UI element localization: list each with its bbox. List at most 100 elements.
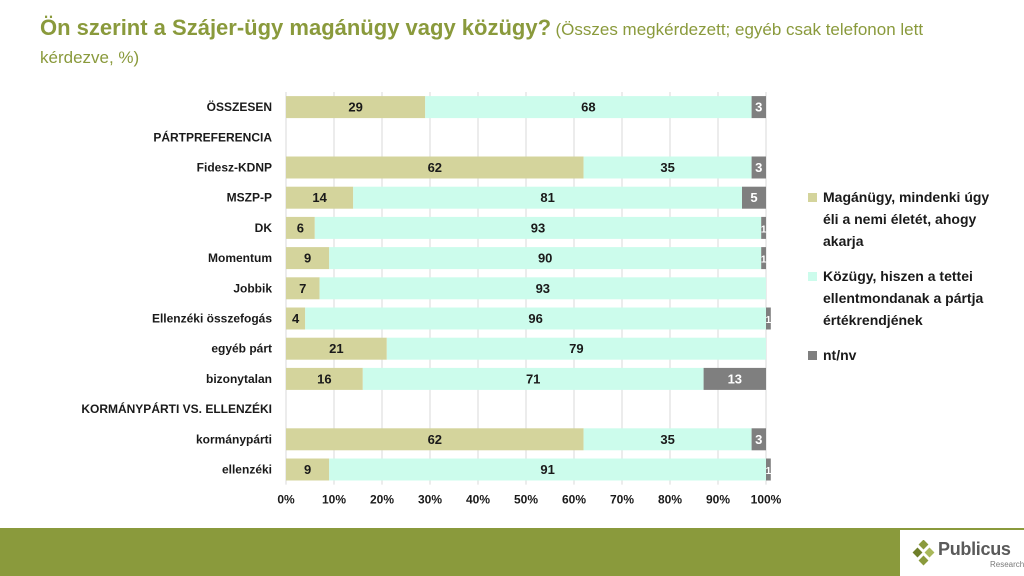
legend-item: Magánügy, mindenki úgy éli a nemi életét… (808, 186, 998, 252)
bar-segment (286, 367, 363, 390)
data-label: 9 (304, 462, 311, 477)
data-label: 13 (728, 371, 742, 386)
x-tick-label: 90% (706, 493, 730, 507)
data-label: 81 (540, 190, 554, 205)
x-tick-label: 40% (466, 493, 490, 507)
bar-segment (761, 216, 766, 239)
legend-label: nt/nv (823, 347, 857, 363)
data-label: 1 (766, 315, 772, 326)
legend-swatch (808, 272, 817, 281)
bar-segment (305, 307, 766, 330)
bar-segment (286, 96, 426, 119)
category-label: Jobbik (233, 281, 272, 295)
data-label: 90 (538, 251, 552, 266)
category-label: Momentum (208, 251, 272, 265)
data-label: 93 (536, 281, 550, 296)
data-label: 62 (428, 160, 442, 175)
category-label: PÁRTPREFERENCIA (153, 129, 272, 144)
bar-segment (286, 428, 584, 451)
data-label: 35 (660, 160, 674, 175)
data-label: 21 (329, 341, 343, 356)
legend-item: nt/nv (808, 344, 998, 366)
x-tick-label: 0% (277, 493, 295, 507)
data-label: 96 (528, 311, 542, 326)
bar-segment (353, 186, 742, 209)
data-label: 1 (761, 224, 767, 235)
category-label: ellenzéki (222, 463, 272, 477)
category-label: egyéb párt (211, 342, 272, 356)
bar-segment (761, 247, 766, 270)
publicus-logo-mark-icon (912, 540, 935, 566)
bar-segment (766, 458, 771, 481)
bar-segment (425, 96, 752, 119)
category-label: MSZP-P (227, 191, 272, 205)
bar-segment (286, 337, 387, 360)
data-label: 29 (348, 100, 362, 115)
category-label: bizonytalan (206, 372, 272, 386)
data-label: 7 (299, 281, 306, 296)
bar-segment (751, 428, 766, 451)
data-label: 79 (569, 341, 583, 356)
logo-name: Publicus (938, 539, 1011, 559)
data-label: 68 (581, 100, 595, 115)
bar-segment (766, 307, 771, 330)
data-label: 14 (312, 190, 327, 205)
category-label: Fidesz-KDNP (197, 161, 272, 175)
bar-segment (751, 96, 766, 119)
data-label: 3 (755, 160, 762, 175)
data-label: 4 (292, 311, 300, 326)
data-label: 5 (750, 190, 757, 205)
bar-segment (386, 337, 766, 360)
chart-legend: Magánügy, mindenki úgy éli a nemi életét… (808, 186, 998, 379)
chart-title: Ön szerint a Szájer-ügy magánügy vagy kö… (40, 14, 980, 72)
legend-item: Közügy, hiszen a tettei ellentmondanak a… (808, 265, 998, 331)
bar-segment (286, 307, 306, 330)
x-tick-label: 50% (514, 493, 538, 507)
data-label: 3 (755, 100, 762, 115)
x-tick-label: 80% (658, 493, 682, 507)
category-label: ÖSSZESEN (207, 99, 272, 114)
bar-segment (703, 367, 766, 390)
data-label: 35 (660, 432, 674, 447)
category-label: Ellenzéki összefogás (152, 312, 272, 326)
category-label: DK (255, 221, 273, 235)
data-label: 9 (304, 251, 311, 266)
bar-segment (583, 156, 752, 179)
data-label: 1 (761, 255, 767, 266)
data-label: 62 (428, 432, 442, 447)
bar-segment (314, 216, 762, 239)
data-label: 93 (531, 220, 545, 235)
bar-segment (742, 186, 766, 209)
bar-segment (286, 216, 315, 239)
data-label: 16 (317, 371, 331, 386)
data-label: 91 (540, 462, 554, 477)
data-label: 3 (755, 432, 762, 447)
footer-band (0, 528, 1024, 576)
legend-label: Közügy, hiszen a tettei ellentmondanak a… (823, 268, 984, 328)
bar-segment (329, 247, 762, 270)
x-tick-label: 30% (418, 493, 442, 507)
x-tick-label: 10% (322, 493, 346, 507)
data-label: 71 (526, 371, 540, 386)
bar-segment (286, 458, 330, 481)
x-tick-label: 20% (370, 493, 394, 507)
bar-segment (286, 277, 320, 300)
legend-swatch (808, 351, 817, 360)
bar-segment (319, 277, 766, 300)
bar-segment (286, 186, 354, 209)
bar-segment (329, 458, 766, 481)
publicus-logo: Publicus Research (900, 530, 1024, 576)
title-sub: (Összes megkérdezett; egyéb csak telefon… (40, 20, 924, 67)
x-tick-label: 100% (751, 493, 782, 507)
bar-segment (286, 247, 330, 270)
data-label: 1 (766, 466, 772, 477)
legend-label: Magánügy, mindenki úgy éli a nemi életét… (823, 189, 990, 249)
logo-sub: Research (990, 560, 1024, 569)
category-label: kormánypárti (196, 432, 272, 446)
legend-swatch (808, 193, 817, 202)
bar-segment (751, 156, 766, 179)
x-tick-label: 60% (562, 493, 586, 507)
title-main: Ön szerint a Szájer-ügy magánügy vagy kö… (40, 15, 552, 40)
bar-segment (583, 428, 752, 451)
